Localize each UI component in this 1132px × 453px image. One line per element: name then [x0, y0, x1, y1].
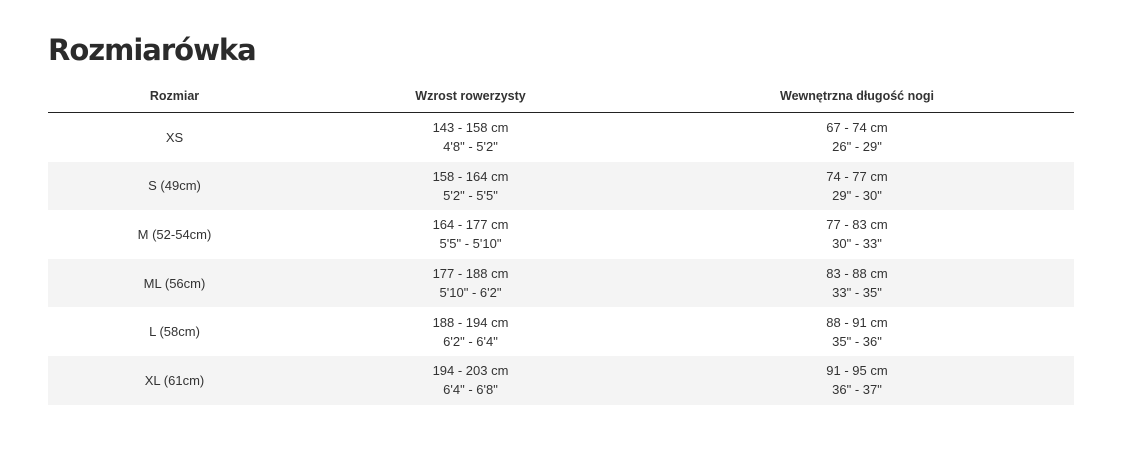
height-cell: 158 - 164 cm 5'2" - 5'5"	[301, 161, 640, 211]
inseam-in: 29" - 30"	[832, 187, 882, 203]
inseam-in: 36" - 37"	[832, 382, 882, 398]
inseam-in: 26" - 29"	[832, 139, 882, 155]
table-row: ML (56cm) 177 - 188 cm 5'10" - 6'2" 83 - 88…	[48, 258, 1074, 308]
inseam-cm: 77 - 83 cm	[826, 217, 888, 233]
size-cell: XL (61cm)	[48, 355, 301, 405]
height-cm: 158 - 164 cm	[432, 168, 509, 184]
height-in: 5'2" - 5'5"	[443, 187, 498, 203]
size-value: ML (56cm)	[143, 275, 206, 291]
page-title: Rozmiarówka	[48, 33, 257, 67]
inseam-cm: 67 - 74 cm	[826, 120, 888, 136]
table-row: S (49cm) 158 - 164 cm 5'2" - 5'5" 74 - 77 c…	[48, 161, 1074, 211]
header-rider-height: Wzrost rowerzysty	[301, 80, 640, 113]
inseam-cm: 91 - 95 cm	[826, 363, 888, 379]
inseam-in: 33" - 35"	[832, 285, 882, 301]
height-cell: 143 - 158 cm 4'8" - 5'2"	[301, 113, 640, 162]
height-in: 4'8" - 5'2"	[443, 139, 498, 155]
table-row: XL (61cm) 194 - 203 cm 6'4" - 6'8" 91 - 95 …	[48, 355, 1074, 405]
inseam-cell: 91 - 95 cm 36" - 37"	[640, 355, 1074, 405]
size-chart-table: Rozmiar Wzrost rowerzysty Wewnętrzna dłu…	[48, 80, 1074, 405]
size-value: XS	[165, 129, 184, 145]
inseam-cell: 67 - 74 cm 26" - 29"	[640, 113, 1074, 162]
inseam-cm: 83 - 88 cm	[826, 266, 888, 282]
inseam-cell: 74 - 77 cm 29" - 30"	[640, 161, 1074, 211]
size-value: L (58cm)	[149, 324, 200, 340]
height-cm: 143 - 158 cm	[432, 120, 509, 136]
table-header-row: Rozmiar Wzrost rowerzysty Wewnętrzna dłu…	[48, 80, 1074, 113]
height-cell: 177 - 188 cm 5'10" - 6'2"	[301, 258, 640, 308]
size-cell: L (58cm)	[48, 307, 301, 356]
inseam-cell: 77 - 83 cm 30" - 33"	[640, 210, 1074, 259]
inseam-cell: 88 - 91 cm 35" - 36"	[640, 307, 1074, 356]
height-in: 6'4" - 6'8"	[443, 382, 498, 398]
inseam-cm: 88 - 91 cm	[826, 314, 888, 330]
height-in: 5'5" - 5'10"	[439, 236, 502, 252]
height-cell: 194 - 203 cm 6'4" - 6'8"	[301, 355, 640, 405]
table-row: L (58cm) 188 - 194 cm 6'2" - 6'4" 88 - 91 c…	[48, 307, 1074, 356]
height-cell: 188 - 194 cm 6'2" - 6'4"	[301, 307, 640, 356]
size-cell: M (52-54cm)	[48, 210, 301, 259]
inseam-cell: 83 - 88 cm 33" - 35"	[640, 258, 1074, 308]
inseam-cm: 74 - 77 cm	[826, 168, 888, 184]
inseam-in: 30" - 33"	[832, 236, 882, 252]
table-row: XS 143 - 158 cm 4'8" - 5'2" 67 - 74 cm 26" -…	[48, 113, 1074, 162]
height-cm: 164 - 177 cm	[432, 217, 509, 233]
height-in: 6'2" - 6'4"	[443, 333, 498, 349]
size-cell: ML (56cm)	[48, 258, 301, 308]
height-cm: 188 - 194 cm	[432, 314, 509, 330]
height-in: 5'10" - 6'2"	[439, 285, 502, 301]
inseam-in: 35" - 36"	[832, 333, 882, 349]
size-value: S (49cm)	[148, 178, 201, 194]
height-cell: 164 - 177 cm 5'5" - 5'10"	[301, 210, 640, 259]
height-cm: 194 - 203 cm	[432, 363, 509, 379]
size-value: M (52-54cm)	[137, 226, 212, 242]
header-inseam: Wewnętrzna długość nogi	[640, 80, 1074, 113]
header-size: Rozmiar	[48, 80, 301, 113]
height-cm: 177 - 188 cm	[432, 266, 509, 282]
size-value: XL (61cm)	[144, 372, 205, 388]
table-row: M (52-54cm) 164 - 177 cm 5'5" - 5'10" 77 - …	[48, 210, 1074, 259]
size-cell: S (49cm)	[48, 161, 301, 211]
size-cell: XS	[48, 113, 301, 162]
